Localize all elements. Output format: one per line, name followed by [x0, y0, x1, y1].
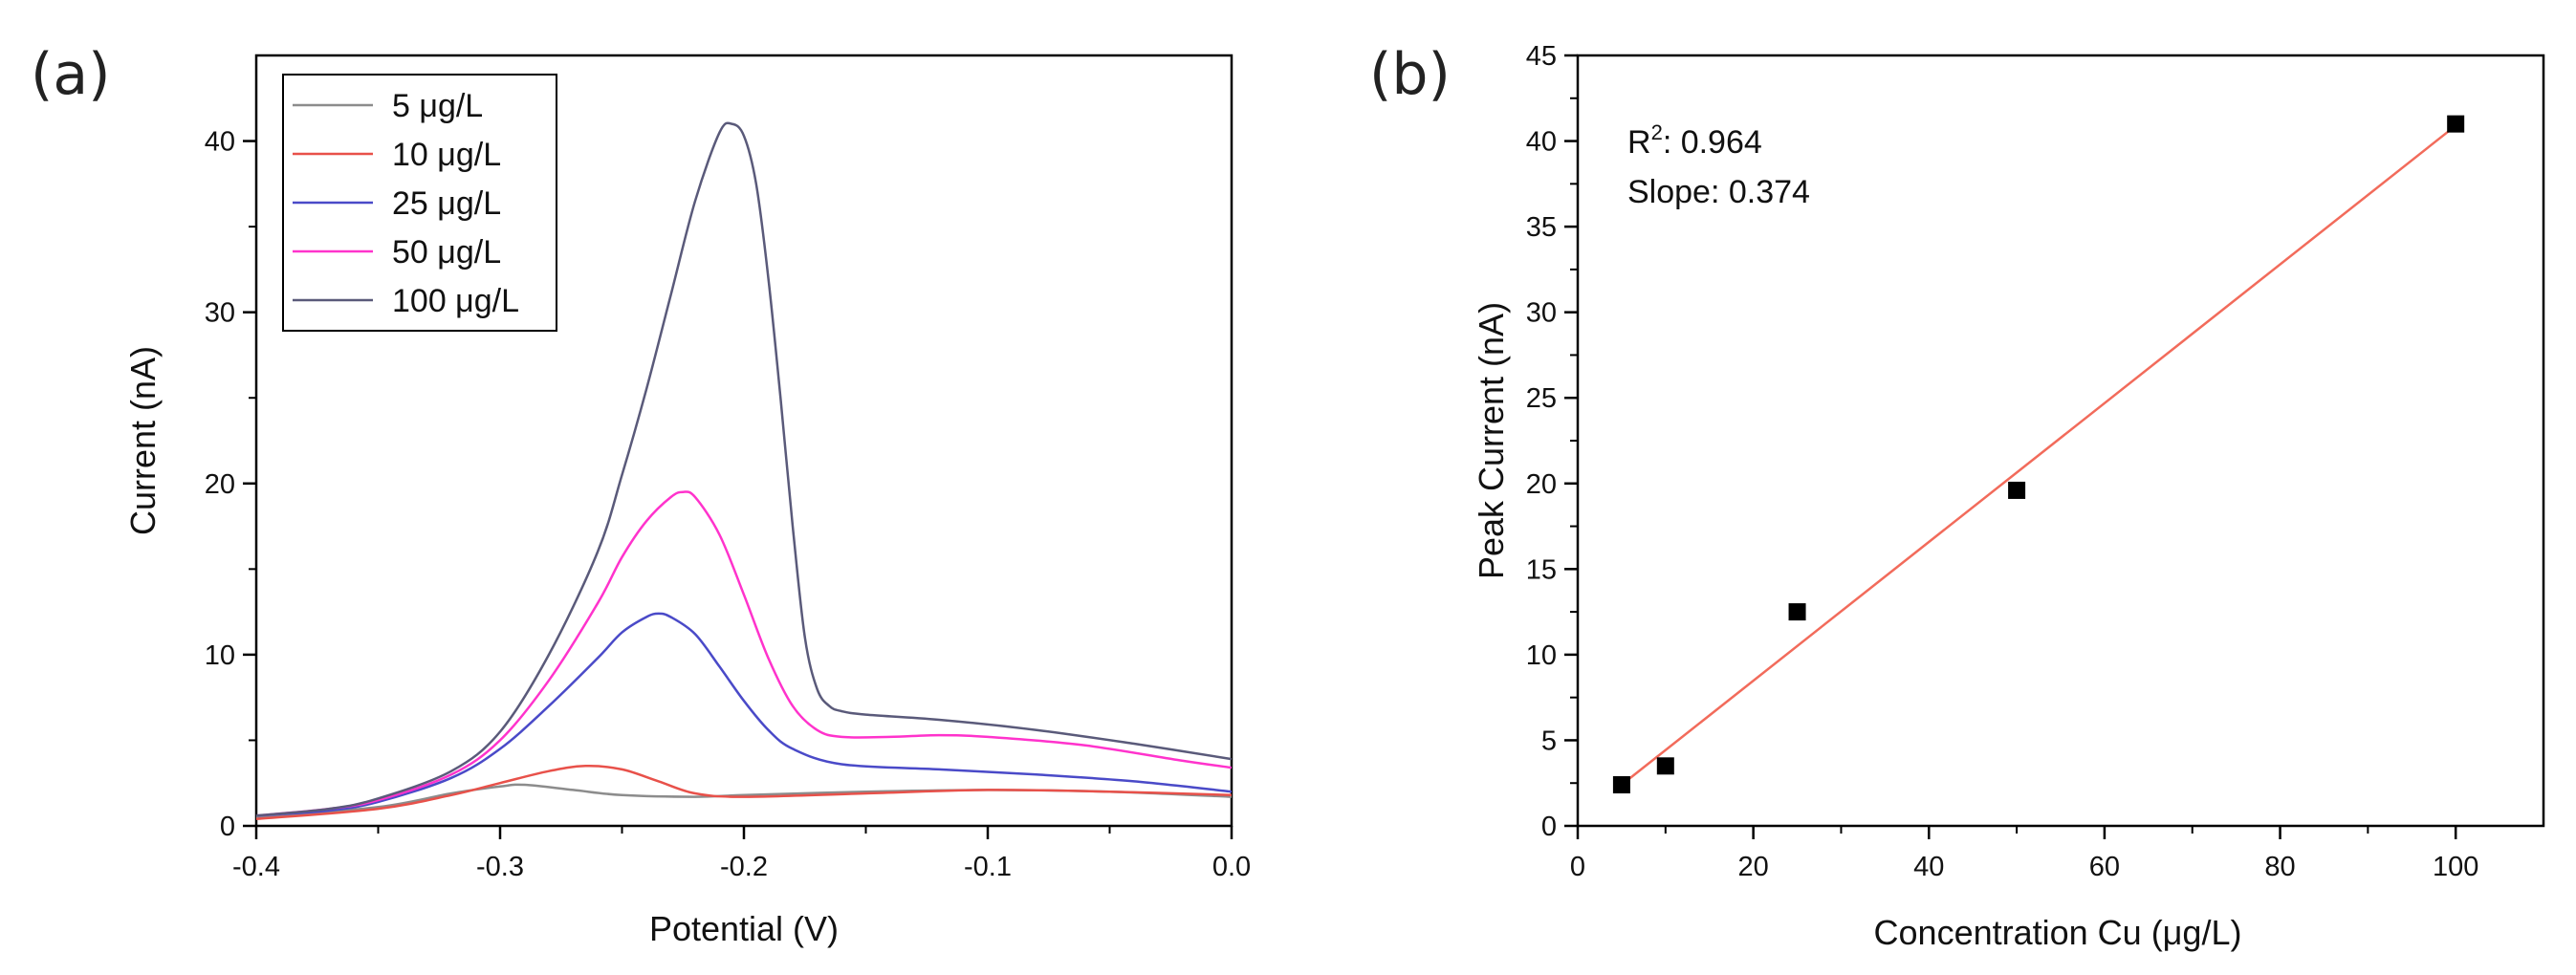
plot-b-fit — [1621, 124, 2456, 786]
series-line-4 — [255, 121, 1233, 817]
x-tick-label: -0.4 — [232, 852, 280, 882]
r2-prefix: R — [1627, 124, 1651, 161]
x-tick-label: -0.3 — [476, 852, 524, 882]
x-tick-label: 20 — [1738, 852, 1769, 882]
legend-label: 10 μg/L — [392, 137, 501, 173]
plot-b-ticks: 0 20 40 60 80 100 0 5 10 15 20 25 30 35 40 45 — [1526, 41, 2479, 882]
slope-annotation: Slope: 0.374 — [1627, 174, 1810, 210]
series-line-2 — [255, 612, 1233, 817]
panel-b-calibration: (b) 0 20 40 60 80 100 0 5 10 15 20 25 30 35 40 45 Conce… — [1369, 41, 2545, 952]
y-tick-label: 0 — [1541, 812, 1557, 842]
data-point — [1612, 776, 1630, 794]
y-tick-label: 25 — [1526, 383, 1557, 414]
y-tick-label: 20 — [205, 469, 235, 500]
r2-superscript: 2 — [1651, 120, 1663, 144]
y-tick-label: 35 — [1526, 212, 1557, 243]
series-line-1 — [255, 765, 1233, 821]
data-point — [2008, 481, 2026, 499]
data-point — [1788, 603, 1806, 621]
y-tick-label: 30 — [1526, 298, 1557, 329]
legend-label: 100 μg/L — [392, 283, 519, 319]
y-tick-label: 5 — [1541, 726, 1557, 756]
series-line-3 — [255, 490, 1233, 817]
y-tick-label: 40 — [205, 127, 235, 158]
plot-a-ticks: -0.4 -0.3 -0.2 -0.1 0.0 0 10 20 30 40 — [205, 127, 1251, 882]
x-tick-label: 80 — [2264, 852, 2295, 882]
x-tick-label: 60 — [2089, 852, 2120, 882]
y-tick-label: 15 — [1526, 554, 1557, 585]
panel-a-label: (a) — [31, 41, 111, 108]
x-tick-label: 100 — [2433, 852, 2478, 882]
y-tick-label: 10 — [1526, 640, 1557, 671]
y-tick-label: 10 — [205, 640, 235, 671]
x-tick-label: -0.2 — [720, 852, 768, 882]
r-squared-annotation: R2: 0.964 — [1627, 120, 1762, 161]
plot-b-xlabel: Concentration Cu (μg/L) — [1874, 913, 2242, 952]
data-point — [1656, 757, 1674, 775]
legend-label: 25 μg/L — [392, 185, 501, 222]
r2-value: : 0.964 — [1663, 124, 1762, 161]
y-tick-label: 30 — [205, 298, 235, 329]
legend-label: 5 μg/L — [392, 88, 483, 124]
x-tick-label: 0 — [1570, 852, 1585, 882]
legend-label: 50 μg/L — [392, 234, 501, 271]
plot-b-ylabel: Peak Current (nA) — [1472, 302, 1511, 579]
y-tick-label: 40 — [1526, 127, 1557, 158]
panel-a-voltammogram: (a) -0.4 -0.3 -0.2 -0.1 0.0 0 10 20 30 40 Potenti… — [31, 41, 1251, 948]
fit-line — [1621, 124, 2456, 786]
plot-a-series — [255, 121, 1233, 821]
x-tick-label: 40 — [1913, 852, 1944, 882]
panel-b-label: (b) — [1369, 41, 1451, 108]
x-tick-label: 0.0 — [1212, 852, 1251, 882]
data-point — [2447, 115, 2465, 133]
x-tick-label: -0.1 — [964, 852, 1012, 882]
plot-a-legend: 5 μg/L 10 μg/L 25 μg/L 50 μg/L 100 μg/L — [282, 74, 557, 332]
plot-b-points — [1612, 115, 2465, 794]
plot-a-ylabel: Current (nA) — [123, 346, 163, 535]
y-tick-label: 0 — [220, 812, 235, 842]
plot-a-xlabel: Potential (V) — [649, 909, 839, 948]
y-tick-label: 45 — [1526, 41, 1557, 72]
y-tick-label: 20 — [1526, 469, 1557, 500]
